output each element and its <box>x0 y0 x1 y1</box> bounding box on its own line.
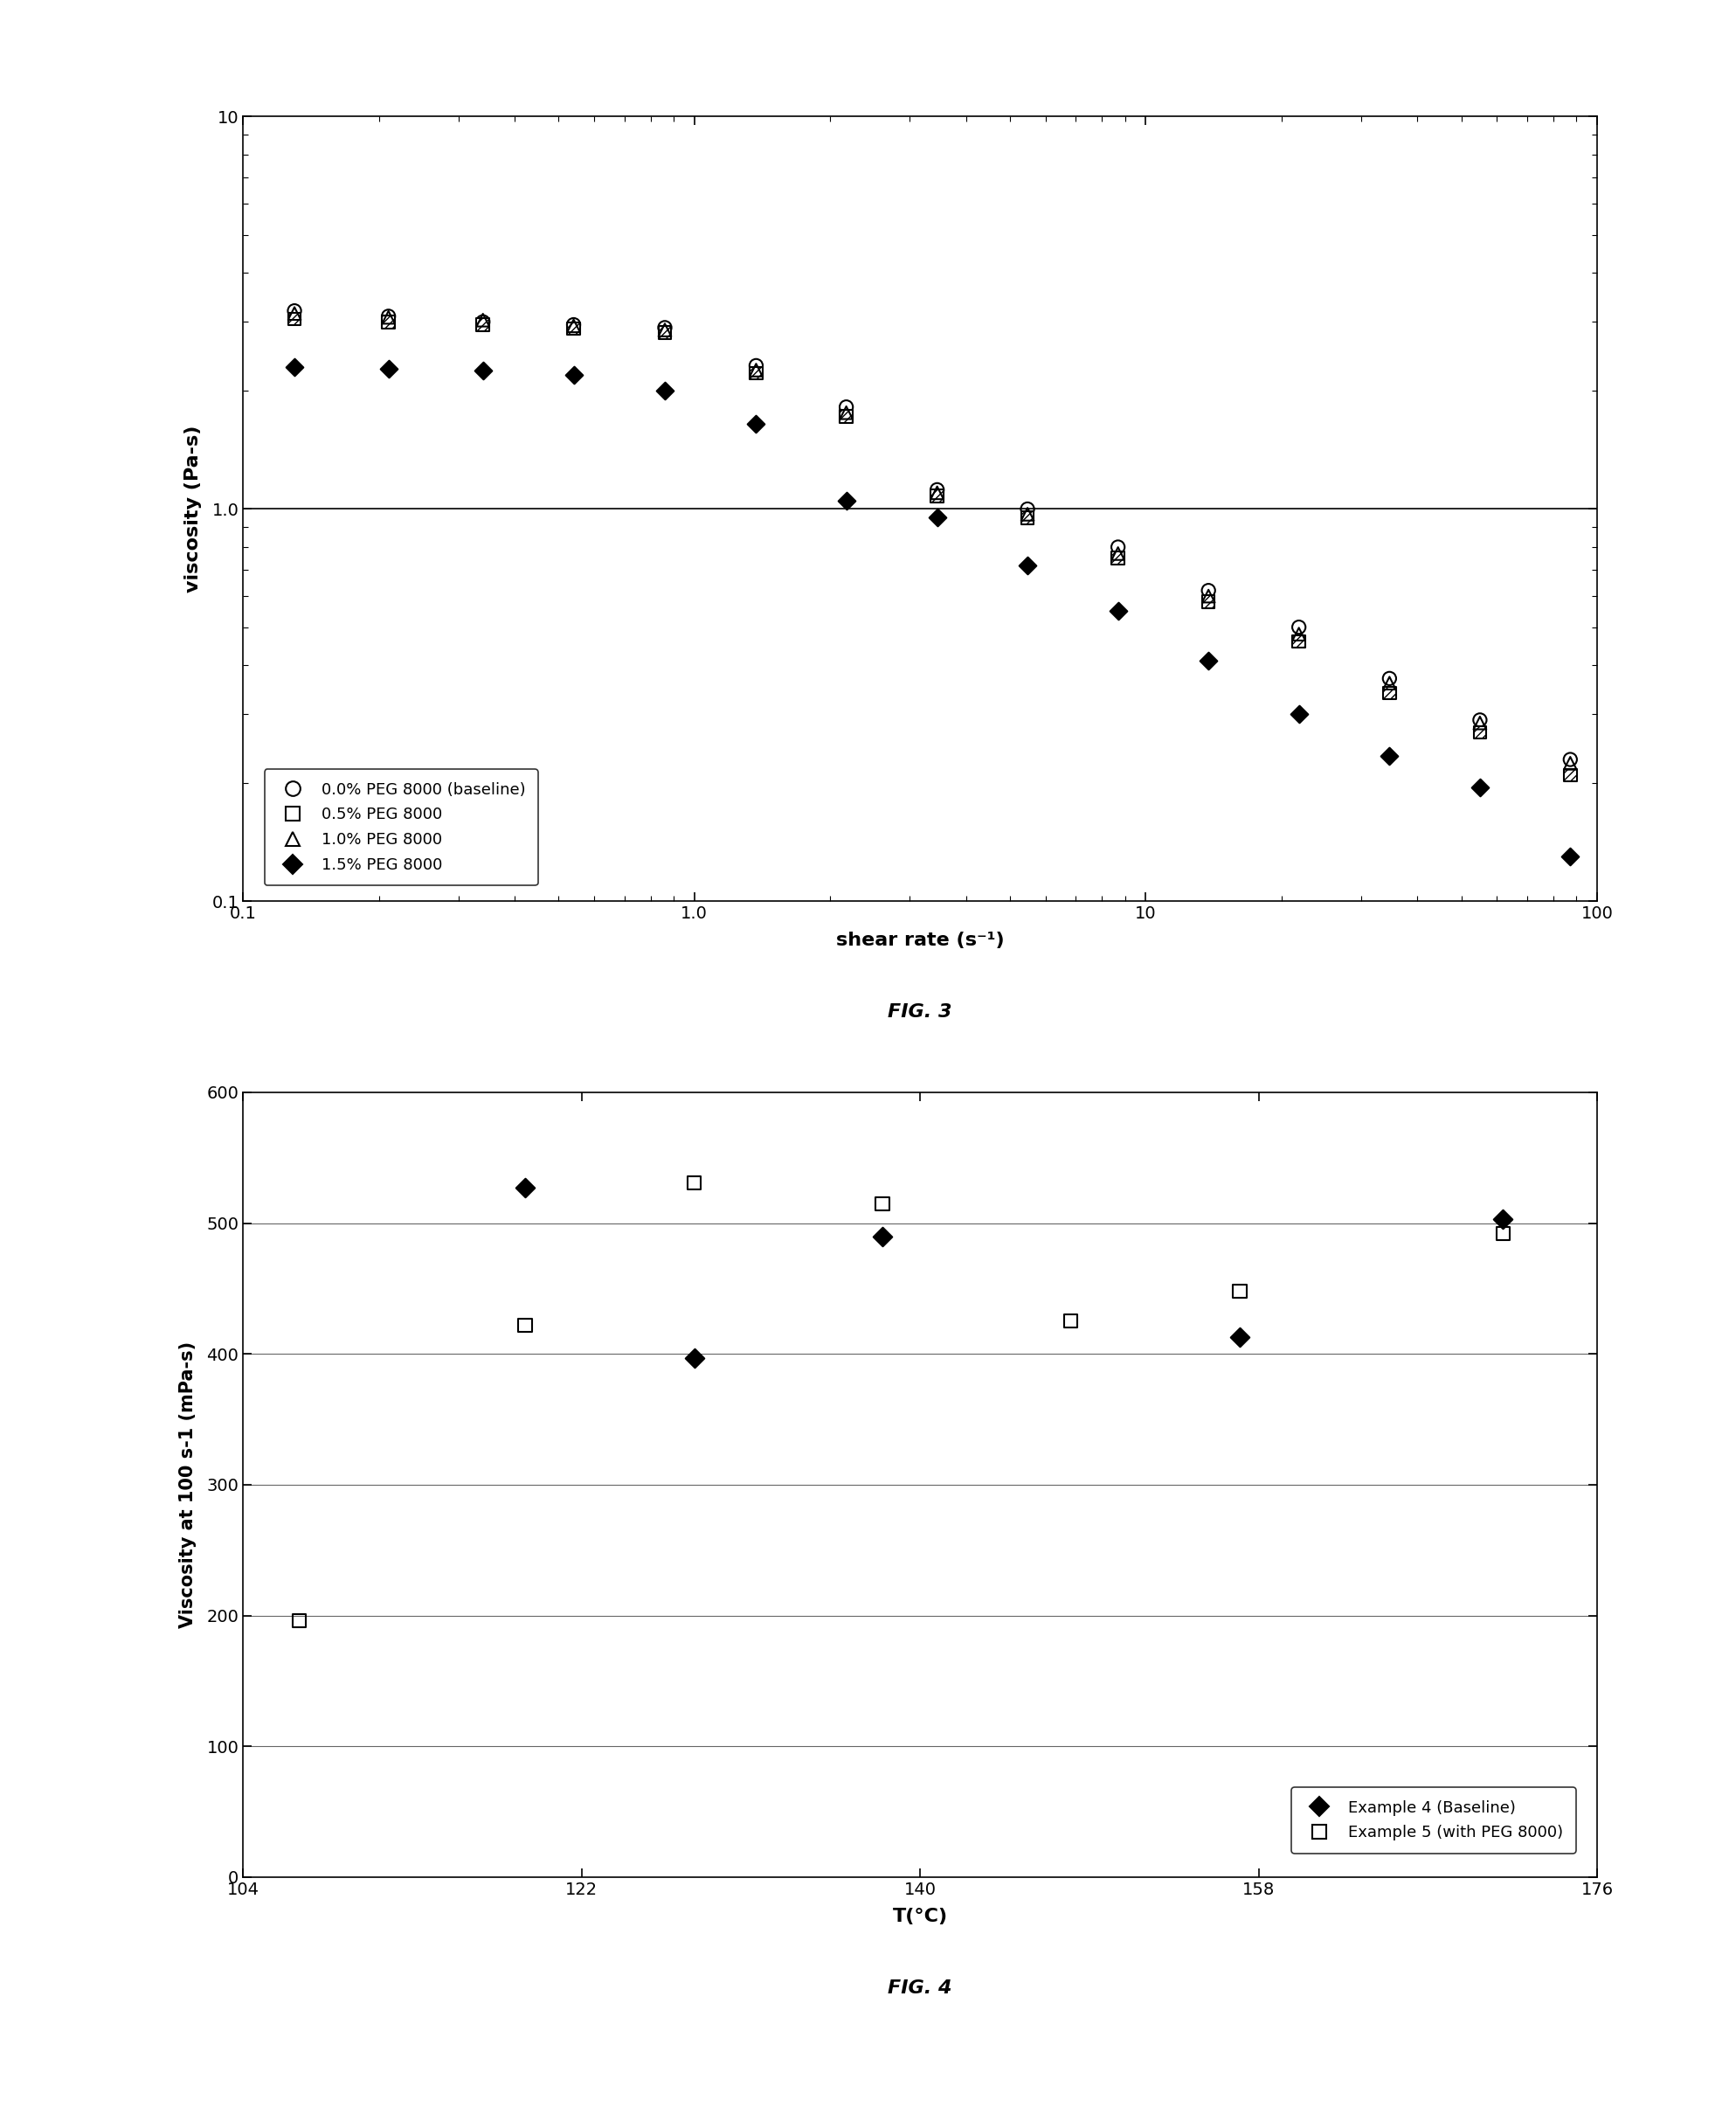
Y-axis label: Viscosity at 100 s-1 (mPa-s): Viscosity at 100 s-1 (mPa-s) <box>179 1340 196 1629</box>
Point <box>1465 770 1493 804</box>
Point <box>743 407 771 441</box>
Text: FIG. 4: FIG. 4 <box>889 1979 951 1996</box>
Point <box>1226 1319 1253 1353</box>
Point <box>1194 585 1222 619</box>
Point <box>924 479 951 513</box>
Point <box>559 312 587 346</box>
Point <box>1104 541 1132 575</box>
Point <box>1226 1275 1253 1309</box>
Point <box>832 399 859 433</box>
Point <box>651 310 679 344</box>
Legend: 0.0% PEG 8000 (baseline), 0.5% PEG 8000, 1.0% PEG 8000, 1.5% PEG 8000: 0.0% PEG 8000 (baseline), 0.5% PEG 8000,… <box>264 770 538 887</box>
Text: FIG. 3: FIG. 3 <box>889 1003 951 1020</box>
Point <box>743 352 771 386</box>
Point <box>681 1167 708 1200</box>
Point <box>832 390 859 424</box>
Point <box>469 303 496 337</box>
Point <box>924 501 951 534</box>
Point <box>1014 492 1042 526</box>
Point <box>1557 840 1585 874</box>
Point <box>285 1603 312 1637</box>
Point <box>281 295 309 329</box>
Point <box>1285 624 1312 658</box>
Point <box>375 301 403 335</box>
Point <box>1489 1203 1517 1237</box>
Point <box>281 297 309 331</box>
Point <box>832 397 859 431</box>
Point <box>281 301 309 335</box>
Point <box>1375 738 1403 772</box>
Point <box>559 310 587 344</box>
Point <box>868 1186 896 1220</box>
Point <box>1104 530 1132 564</box>
Point <box>1465 715 1493 749</box>
Point <box>743 356 771 390</box>
Point <box>375 352 403 386</box>
Point <box>651 314 679 348</box>
Y-axis label: viscosity (Pa-s): viscosity (Pa-s) <box>184 426 201 592</box>
Point <box>1557 747 1585 781</box>
Point <box>1285 617 1312 651</box>
Point <box>1014 496 1042 530</box>
Point <box>375 299 403 333</box>
Point <box>1194 645 1222 679</box>
Point <box>510 1309 538 1343</box>
Point <box>469 354 496 388</box>
Point <box>1465 706 1493 740</box>
Point <box>281 350 309 384</box>
Point <box>1014 501 1042 534</box>
Point <box>1285 611 1312 645</box>
Point <box>868 1220 896 1254</box>
Point <box>681 1340 708 1374</box>
Point <box>743 348 771 382</box>
Point <box>924 475 951 509</box>
Point <box>1375 666 1403 700</box>
Point <box>1014 547 1042 581</box>
Point <box>1489 1217 1517 1251</box>
Point <box>1057 1304 1085 1338</box>
Point <box>651 316 679 350</box>
Point <box>1104 594 1132 628</box>
X-axis label: shear rate (s⁻¹): shear rate (s⁻¹) <box>837 931 1003 950</box>
Point <box>1104 537 1132 571</box>
Point <box>1375 662 1403 696</box>
Legend: Example 4 (Baseline), Example 5 (with PEG 8000): Example 4 (Baseline), Example 5 (with PE… <box>1292 1788 1576 1854</box>
Point <box>1557 742 1585 776</box>
X-axis label: T(°C): T(°C) <box>892 1907 948 1926</box>
Point <box>651 373 679 407</box>
Point <box>1285 698 1312 732</box>
Point <box>1465 702 1493 736</box>
Point <box>375 305 403 339</box>
Point <box>469 305 496 339</box>
Point <box>1194 579 1222 613</box>
Point <box>832 484 859 518</box>
Point <box>1194 573 1222 607</box>
Point <box>510 1171 538 1205</box>
Point <box>559 358 587 392</box>
Point <box>1557 757 1585 791</box>
Point <box>469 308 496 341</box>
Point <box>559 308 587 341</box>
Point <box>924 473 951 507</box>
Point <box>1375 677 1403 711</box>
